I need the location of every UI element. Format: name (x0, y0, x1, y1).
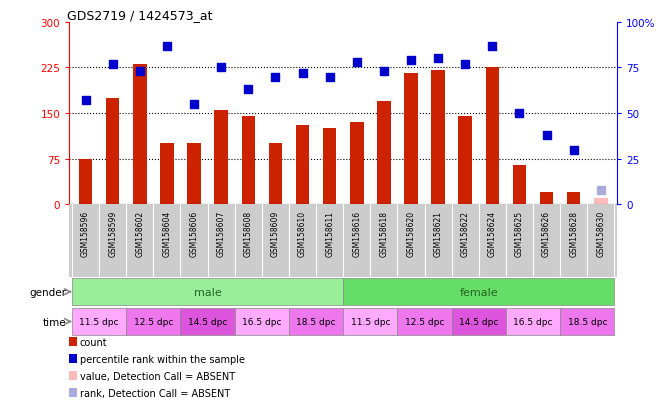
Bar (404, 74, 418, 205)
Text: GDS2719 / 1424573_at: GDS2719 / 1424573_at (67, 9, 212, 21)
Text: 18.5 dpc: 18.5 dpc (568, 317, 607, 326)
Bar (106, 99, 119, 205)
Text: GSM158604: GSM158604 (162, 211, 172, 257)
Bar (235, 309, 289, 335)
Point (406, 58, 416, 64)
Bar (72, 279, 343, 305)
Point (514, 111, 525, 117)
Point (352, 59, 362, 66)
Bar (79, 159, 92, 205)
Text: gender: gender (29, 287, 66, 297)
Text: GSM158616: GSM158616 (352, 211, 361, 256)
Bar (323, 129, 337, 205)
Bar (72, 309, 126, 335)
Point (108, 61, 118, 68)
Text: GSM158621: GSM158621 (434, 211, 443, 256)
Bar (126, 309, 180, 335)
Text: GSM158628: GSM158628 (569, 211, 578, 256)
Bar (377, 102, 391, 205)
Text: count: count (80, 337, 108, 347)
Text: time: time (42, 317, 66, 327)
Bar (242, 117, 255, 205)
Text: 16.5 dpc: 16.5 dpc (242, 317, 282, 326)
Bar (560, 309, 614, 335)
Point (541, 132, 552, 139)
Text: 11.5 dpc: 11.5 dpc (350, 317, 390, 326)
Text: GSM158610: GSM158610 (298, 211, 307, 256)
Text: 14.5 dpc: 14.5 dpc (459, 317, 498, 326)
Text: 12.5 dpc: 12.5 dpc (134, 317, 173, 326)
Bar (486, 68, 499, 205)
Text: GSM158618: GSM158618 (379, 211, 388, 256)
Text: GSM158625: GSM158625 (515, 211, 524, 256)
Text: GSM158620: GSM158620 (407, 211, 416, 256)
Point (216, 65, 226, 71)
Text: GSM158624: GSM158624 (488, 211, 497, 256)
Bar (289, 309, 343, 335)
Text: 14.5 dpc: 14.5 dpc (188, 317, 227, 326)
Text: GSM158609: GSM158609 (271, 211, 280, 257)
Point (568, 147, 579, 154)
Text: GSM158599: GSM158599 (108, 211, 117, 257)
Point (433, 56, 444, 62)
Text: GSM158607: GSM158607 (216, 211, 226, 257)
Text: percentile rank within the sample: percentile rank within the sample (80, 354, 245, 364)
Point (460, 61, 471, 68)
Point (162, 43, 172, 50)
Point (81, 98, 91, 104)
Text: 11.5 dpc: 11.5 dpc (79, 317, 119, 326)
Text: rank, Detection Call = ABSENT: rank, Detection Call = ABSENT (80, 388, 230, 398)
Point (487, 43, 498, 50)
Point (297, 70, 308, 77)
Text: GSM158596: GSM158596 (81, 211, 90, 257)
Text: 12.5 dpc: 12.5 dpc (405, 317, 444, 326)
Bar (180, 309, 235, 335)
Bar (160, 144, 174, 205)
Bar (506, 309, 560, 335)
Text: GSM158622: GSM158622 (461, 211, 470, 256)
Bar (594, 199, 608, 205)
Bar (451, 309, 506, 335)
Bar (133, 65, 147, 205)
Bar (269, 144, 282, 205)
Bar (459, 117, 472, 205)
Bar (343, 309, 397, 335)
Point (595, 187, 606, 194)
Bar (432, 71, 445, 205)
Bar (397, 309, 451, 335)
Text: GSM158602: GSM158602 (135, 211, 145, 256)
Bar (296, 126, 310, 205)
Bar (513, 165, 526, 205)
Bar (214, 111, 228, 205)
Text: GSM158611: GSM158611 (325, 211, 334, 256)
Bar (540, 193, 553, 205)
Bar (187, 144, 201, 205)
Point (270, 74, 280, 81)
Text: 16.5 dpc: 16.5 dpc (513, 317, 553, 326)
Text: GSM158606: GSM158606 (189, 211, 199, 257)
Text: GSM158608: GSM158608 (244, 211, 253, 256)
Bar (343, 279, 614, 305)
Text: GSM158630: GSM158630 (597, 211, 605, 257)
Bar (567, 193, 581, 205)
Point (135, 69, 145, 75)
Text: GSM158626: GSM158626 (542, 211, 551, 256)
Point (324, 74, 335, 81)
Text: female: female (459, 287, 498, 297)
Point (243, 87, 253, 93)
Bar (350, 123, 364, 205)
Point (379, 69, 389, 75)
Text: male: male (194, 287, 222, 297)
Point (189, 101, 199, 108)
Text: 18.5 dpc: 18.5 dpc (296, 317, 336, 326)
Text: value, Detection Call = ABSENT: value, Detection Call = ABSENT (80, 371, 235, 381)
